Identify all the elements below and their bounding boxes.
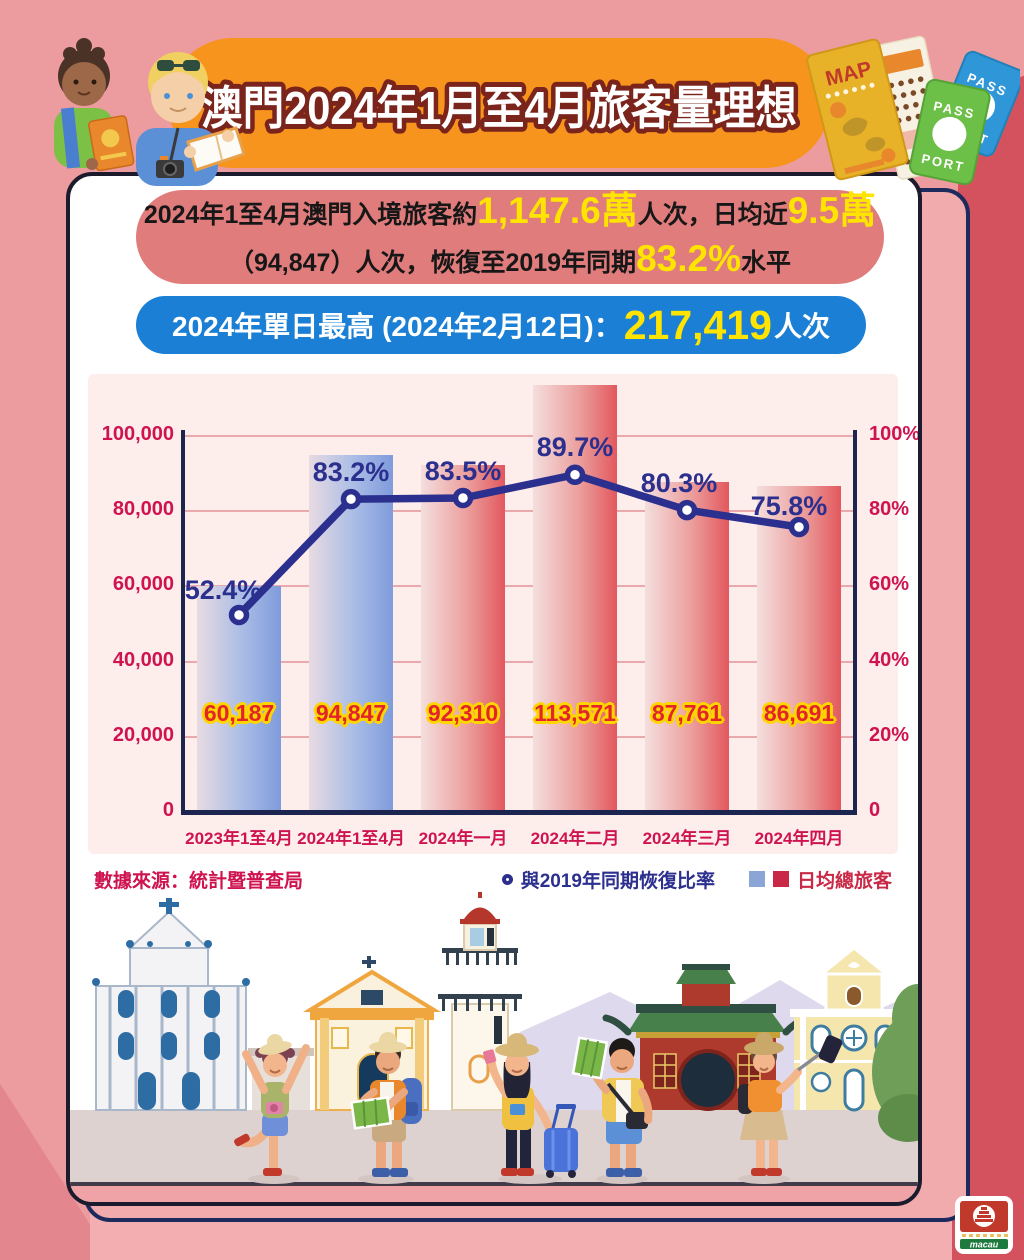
y-axis-tick-right: 60% bbox=[869, 573, 910, 596]
record-number: 217,419 bbox=[623, 301, 772, 348]
passport-green: PASS PORT bbox=[909, 78, 991, 186]
x-axis-label: 2024年一月 bbox=[418, 829, 508, 848]
title-text-svg: 澳門2024年1月至4月旅客量理想 bbox=[196, 77, 802, 139]
x-axis-label: 2024年1至4月 bbox=[297, 829, 405, 848]
summary-pill: 2024年1至4月澳門入境旅客約 1,147.6萬 人次，日均近 9.5萬 （94,8… bbox=[136, 190, 884, 284]
y-axis-tick-right: 80% bbox=[869, 498, 910, 521]
summary-highlight-number: 9.5萬 bbox=[787, 190, 877, 231]
summary-highlight-number: 83.2% bbox=[636, 238, 741, 279]
title-banner: 澳門2024年1月至4月旅客量理想 bbox=[168, 38, 830, 168]
summary-text: 水平 bbox=[741, 249, 792, 277]
chart-meta-row: 數據來源：統計暨普查局 與2019年同期恢復比率 日均總旅客 bbox=[94, 864, 892, 894]
y-axis-tick-left: 0 bbox=[162, 799, 174, 821]
summary-text: （94,847）人次，恢復至2019年同期 bbox=[228, 249, 637, 277]
bar-2024年二月 bbox=[533, 384, 617, 812]
bar-value-2024年一月: 92,310 bbox=[427, 700, 499, 726]
chart-legend: 與2019年同期恢復比率 日均總旅客 bbox=[501, 866, 892, 893]
tourist-with-passport bbox=[54, 38, 135, 172]
record-prefix: 2024年單日最高 (2024年2月12日)： bbox=[172, 311, 622, 342]
line-point-2024年二月 bbox=[564, 464, 586, 485]
chart-gridline bbox=[183, 435, 855, 437]
tourist-with-sunglasses bbox=[136, 52, 246, 186]
bar-value-2024年二月: 113,571 bbox=[534, 700, 616, 726]
legend-red-square-icon bbox=[772, 871, 789, 887]
x-axis-label: 2023年1至4月 bbox=[185, 829, 293, 848]
line-point-2024年1至4月 bbox=[340, 488, 362, 510]
line-series-marker-icon bbox=[501, 873, 513, 885]
macau-skyline-illustration bbox=[70, 892, 918, 1202]
line-point-2024年四月 bbox=[788, 516, 810, 538]
bar-2024年四月 bbox=[757, 486, 841, 812]
line-point-2024年三月 bbox=[676, 499, 698, 521]
y-axis-tick-left: 100,000 bbox=[101, 423, 174, 445]
data-source-label: 數據來源：統計暨普查局 bbox=[94, 870, 304, 892]
line-point-label-2024年二月: 89.7% bbox=[536, 431, 614, 462]
tourist-jumping-girl bbox=[234, 1034, 310, 1184]
chart-gridline bbox=[183, 660, 855, 663]
bar-value-2024年四月: 86,691 bbox=[763, 700, 835, 726]
macau-tourism-logo: macau bbox=[955, 1196, 1013, 1259]
tourist-selfie-woman bbox=[738, 1032, 843, 1184]
poster-title: 澳門2024年1月至4月旅客量理想 bbox=[201, 82, 797, 134]
y-axis-tick-left: 40,000 bbox=[112, 648, 174, 671]
tourist-map-man bbox=[571, 1036, 653, 1184]
x-axis-label: 2024年三月 bbox=[642, 829, 732, 848]
record-suffix: 人次 bbox=[773, 311, 830, 342]
line-point-label-2024年1至4月: 83.2% bbox=[312, 457, 390, 488]
legend-line-label: 與2019年同期恢復比率 bbox=[520, 870, 715, 892]
logo-wordmark: macau bbox=[970, 1240, 999, 1250]
chart-gridline bbox=[183, 510, 855, 513]
guia-lighthouse bbox=[438, 892, 522, 1111]
bar-value-2023年1至4月: 60,187 bbox=[203, 700, 275, 726]
visitor-chart: 100,000 100% 80,000 80% 60,000 60% 40,000 40% 20… bbox=[88, 374, 918, 854]
daily-record-pill: 2024年單日最高 (2024年2月12日)： 217,419 人次 bbox=[136, 296, 866, 354]
line-point-2024年一月 bbox=[452, 487, 474, 509]
y-axis-right bbox=[853, 430, 857, 814]
y-axis-tick-left: 80,000 bbox=[112, 498, 174, 521]
content-card: 2024年1至4月澳門入境旅客約 1,147.6萬 人次，日均近 9.5萬 （94,8… bbox=[66, 172, 922, 1206]
green-bushes bbox=[872, 984, 918, 1142]
summary-text: 2024年1至4月澳門入境旅客約 bbox=[143, 201, 478, 229]
y-axis-tick-right: 0 bbox=[869, 799, 881, 821]
bar-2024年三月 bbox=[645, 482, 729, 812]
x-axis bbox=[181, 810, 857, 815]
legend-bar-label: 日均總旅客 bbox=[796, 870, 892, 892]
tourist-suitcase-woman bbox=[483, 1033, 578, 1184]
recovery-rate-line bbox=[228, 464, 810, 626]
summary-line-1: 2024年1至4月澳門入境旅客約 1,147.6萬 人次，日均近 9.5萬 bbox=[144, 189, 876, 237]
y-axis-tick-right: 100% bbox=[869, 423, 921, 445]
chart-plot-area: 60,187 94,847 92,310 113,571 87,761 86,691 52.… bbox=[183, 384, 855, 812]
chart-gridline bbox=[183, 735, 855, 738]
tourist-backpacker bbox=[350, 1032, 422, 1184]
x-axis-label: 2024年二月 bbox=[530, 829, 620, 848]
chart-gridline bbox=[183, 585, 855, 588]
y-axis-tick-left: 20,000 bbox=[112, 723, 174, 746]
line-point-label-2024年三月: 80.3% bbox=[640, 468, 718, 499]
summary-highlight-number: 1,147.6萬 bbox=[477, 190, 638, 231]
tourists-reading-map-illustration bbox=[54, 38, 246, 186]
bar-2024年一月 bbox=[421, 464, 505, 812]
legend-blue-square-icon bbox=[748, 871, 765, 887]
walkway bbox=[70, 1110, 918, 1184]
bar-value-2024年1至4月: 94,847 bbox=[315, 700, 387, 726]
y-axis-left bbox=[181, 430, 185, 814]
x-axis-label: 2024年四月 bbox=[754, 829, 844, 848]
summary-line-2: （94,847）人次，恢復至2019年同期 83.2% 水平 bbox=[229, 237, 791, 285]
map-booklet: MAP bbox=[806, 38, 909, 181]
y-axis-tick-right: 20% bbox=[869, 723, 910, 746]
summary-text: 人次，日均近 bbox=[637, 201, 788, 229]
travel-documents-illustration: MAP PASS PORT PASS PORT bbox=[806, 35, 1020, 186]
st-pauls-ruins bbox=[92, 898, 250, 1111]
y-axis-tick-right: 40% bbox=[869, 648, 910, 671]
y-axis-tick-left: 60,000 bbox=[112, 573, 174, 596]
line-point-label-2023年1至4月: 52.4% bbox=[184, 574, 262, 605]
bar-value-2024年三月: 87,761 bbox=[651, 700, 723, 726]
line-point-label-2024年四月: 75.8% bbox=[750, 490, 828, 521]
bar-2024年1至4月 bbox=[309, 455, 393, 812]
line-point-2023年1至4月 bbox=[228, 604, 250, 626]
line-point-label-2024年一月: 83.5% bbox=[424, 456, 502, 487]
passport-booklet bbox=[88, 115, 135, 172]
